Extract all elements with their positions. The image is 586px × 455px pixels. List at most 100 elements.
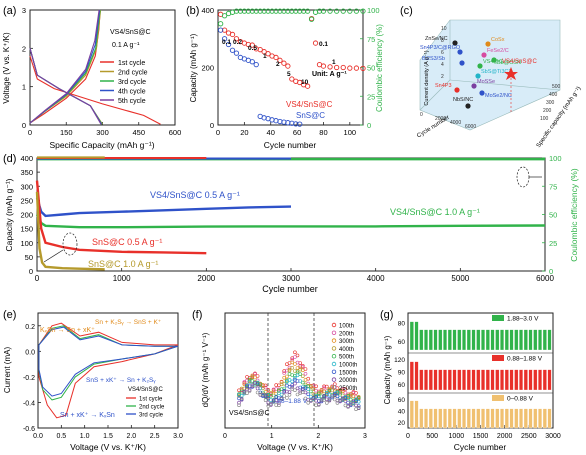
panel-f-point-9 [293, 388, 297, 393]
panel-f-point-2 [290, 357, 295, 362]
panel-b-point-3 [217, 21, 224, 27]
panel-f-point-9 [266, 404, 271, 408]
panel-g-legend-label: 0.88–1.88 V [507, 356, 543, 363]
panel-g-legend-swatch [492, 395, 504, 401]
panel-d-y2tick-label: 50 [549, 211, 557, 220]
panel-f-point-9 [338, 398, 342, 402]
panel-g-bar-3 [523, 408, 528, 429]
panel-c-star-label: VS4/SnS@C [502, 59, 537, 65]
panel-d-label-vs4-10: VS4/SnS@C 1.0 A g⁻¹ [390, 207, 480, 217]
panel-b-xtick-label: 0 [216, 128, 220, 137]
panel-b-point-2 [217, 27, 224, 33]
panel-e-annot-4: Sn + xK⁺ → KₓSn [60, 412, 115, 419]
panel-f-point-3 [293, 362, 297, 366]
panel-a-current: 0.1 A g⁻¹ [112, 42, 140, 49]
panel-f-point-9 [316, 403, 321, 407]
panel-d-xtick-label: 3000 [282, 274, 300, 283]
panel-f-point-9 [239, 396, 244, 401]
panel-f-point-8 [237, 400, 241, 405]
panel-f-point-8 [247, 388, 252, 392]
panel-f-point-4 [311, 391, 316, 396]
panel-g-bar-3 [509, 408, 514, 429]
panel-f-point-9 [261, 392, 265, 397]
panel-b-y2tick-label: 0 [367, 121, 371, 130]
panel-e-curves [38, 322, 179, 419]
panel-g-bar-1 [495, 329, 500, 351]
panel-f-point-8 [271, 398, 276, 403]
panel-b-rate-label: 2 [276, 61, 280, 68]
panel-c-tick-vert: 8 [441, 38, 444, 44]
panel-b-point-1 [261, 49, 267, 55]
panel-e-annot-3: SnS + xK⁺ → Sn + K₂Sᵧ [86, 377, 156, 384]
panel-e-legend-label: 1st cycle [139, 397, 163, 403]
panel-f-legend-marker [331, 369, 337, 374]
panel-e-legend-label: 3rd cycle [139, 413, 164, 419]
panel-g-bar-1 [433, 329, 438, 351]
panel-e-ytick-label: -0.6 [23, 426, 35, 433]
panel-g-bar-3 [533, 408, 538, 429]
panel-d-xtick-label: 5000 [451, 274, 469, 283]
panel-g-bar-3 [519, 408, 523, 429]
panel-g-label: (g) [380, 309, 393, 321]
panel-g-xlabel: Cycle number [454, 442, 507, 452]
panel-e-xtick-label: 2.5 [150, 433, 160, 440]
panel-g-bar-3 [452, 408, 457, 429]
panel-g-ylabel: Capacity (mAh g⁻¹) [383, 335, 392, 404]
panel-d-label-vs4-05: VS4/SnS@C 0.5 A g⁻¹ [150, 190, 240, 200]
panel-g-bar-1 [528, 329, 533, 351]
panel-f-point-8 [293, 381, 297, 386]
panel-g-ytick-label: 90 [398, 370, 406, 377]
panel-c-tick-vert: 4 [441, 62, 444, 68]
panel-f-point-9 [285, 396, 289, 400]
panel-c-point-label: CoSx [491, 37, 505, 43]
panel-d-ytick-label: 250 [20, 196, 33, 205]
panel-a-xtick-label: 600 [169, 128, 182, 137]
panel-c-tick-left: 4000 [450, 120, 461, 126]
panel-c-point [481, 52, 487, 58]
panel-g-bar-2 [428, 369, 433, 391]
panel-f-point-9 [277, 403, 281, 408]
panel-e-ytick-label: 0.2 [25, 324, 35, 331]
panel-b-points [217, 8, 366, 127]
panel-f-frame [224, 312, 366, 429]
panel-d-y2label: Coulombic efficiency (%) [569, 168, 579, 262]
panel-g-bar-3 [447, 408, 452, 429]
panel-g-ytick-label: 60 [398, 382, 406, 389]
panel-f-point-9 [279, 396, 284, 401]
panel-f-legend-marker [331, 361, 337, 367]
panel-a-legend-label: 5th cycle [118, 98, 146, 105]
panel-b-point-1 [229, 31, 236, 38]
panel-c-point-label: Sn4P3 [435, 83, 452, 89]
panel-g-bar-1 [519, 329, 523, 351]
panel-g-ytick-label: 120 [394, 357, 405, 364]
panel-g-bar-2 [424, 369, 428, 391]
panel-f-point-4 [261, 386, 265, 390]
panel-b-point-2 [221, 36, 228, 42]
panel-c-point [491, 57, 497, 63]
panel-g-bar-2 [414, 361, 419, 391]
panel-f-point-9 [300, 390, 305, 395]
panel-f-point-8 [255, 386, 260, 391]
panel-f-point-8 [290, 384, 295, 389]
panel-b-point-2 [225, 41, 232, 48]
panel-e-xtick-label: 2.0 [126, 433, 136, 440]
panel-f-point-9 [332, 397, 337, 402]
panel-c-tick-vert: 2 [441, 74, 444, 80]
panel-g-bar-2 [542, 369, 547, 391]
panel-d: (d) 0 1000 2000 3000 4000 5000 600005010015020… [3, 153, 579, 294]
panel-d-series [35, 156, 546, 271]
panel-f-xtick-label: 0 [223, 433, 227, 440]
panel-g-bar-3 [542, 408, 547, 429]
panel-b-point-1 [277, 57, 283, 63]
panel-f-xtick-label: 3 [363, 433, 367, 440]
panel-c-point-label: MoSSe [477, 79, 495, 85]
panel-f-point-9 [258, 392, 263, 397]
panel-f-point-3 [298, 365, 303, 370]
panel-b-point-1 [312, 40, 319, 46]
panel-e-legend-label: 2nd cycle [139, 405, 165, 411]
panel-e-legend-title: VS4/SnS@C [128, 387, 163, 393]
panel-f-xlabel: Voltage (V vs. K⁺/K) [257, 442, 333, 452]
panel-g-xtick-label: 1500 [473, 433, 489, 440]
panel-g-bar-1 [419, 329, 424, 351]
panel-f-point-9 [346, 405, 350, 409]
